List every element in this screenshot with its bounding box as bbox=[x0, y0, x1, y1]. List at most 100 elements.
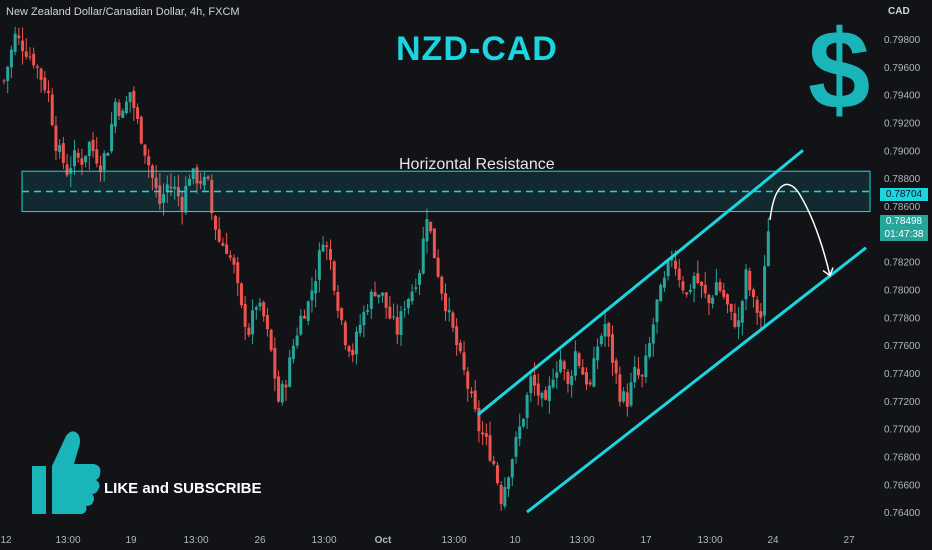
candle-body bbox=[577, 353, 581, 366]
candle-body bbox=[740, 301, 744, 323]
candle-body bbox=[247, 327, 251, 335]
candle-body bbox=[592, 358, 596, 387]
candle-body bbox=[484, 433, 488, 437]
x-tick-label: 13:00 bbox=[183, 535, 208, 546]
symbol-description: New Zealand Dollar/Canadian Dollar, 4h, … bbox=[6, 6, 240, 18]
countdown-tag: 01:47:38 bbox=[880, 228, 928, 241]
y-tick-label: 0.79000 bbox=[884, 146, 921, 157]
price-axis[interactable]: 0.79800 0.79600 0.79400 0.79200 0.79000 0.788… bbox=[884, 35, 921, 519]
candle-body bbox=[262, 302, 266, 317]
candle-body bbox=[685, 292, 689, 295]
candle-body bbox=[199, 181, 203, 184]
candle-body bbox=[236, 262, 240, 284]
candle-body bbox=[766, 231, 770, 267]
x-tick-label: 13:00 bbox=[55, 535, 80, 546]
candle-body bbox=[636, 368, 640, 376]
candle-body bbox=[414, 287, 418, 289]
candle-body bbox=[317, 250, 321, 280]
candle-body bbox=[700, 281, 704, 286]
candle-body bbox=[640, 375, 644, 377]
candle-body bbox=[373, 292, 377, 297]
candle-body bbox=[737, 320, 741, 327]
y-tick-label: 0.79200 bbox=[884, 119, 921, 130]
candle-body bbox=[729, 303, 733, 312]
candle-body bbox=[444, 293, 448, 312]
x-tick-label: 10 bbox=[509, 535, 521, 546]
candle-body bbox=[644, 355, 648, 378]
candle-body bbox=[328, 248, 332, 261]
y-tick-label: 0.77200 bbox=[884, 397, 921, 408]
channel-upper-line[interactable] bbox=[477, 149, 804, 416]
channel-lower-line[interactable] bbox=[526, 246, 867, 514]
candle-body bbox=[9, 49, 13, 68]
candle-body bbox=[418, 272, 422, 285]
y-tick-label: 0.78200 bbox=[884, 258, 921, 269]
candle-body bbox=[243, 304, 247, 327]
candle-body bbox=[603, 324, 607, 337]
candle-body bbox=[277, 376, 281, 402]
candle-body bbox=[217, 229, 221, 242]
candle-body bbox=[599, 335, 603, 345]
x-tick-label: 26 bbox=[254, 535, 266, 546]
candle-body bbox=[566, 371, 570, 385]
candle-body bbox=[180, 196, 184, 211]
candle-body bbox=[91, 139, 95, 152]
projection-arrow bbox=[769, 183, 831, 276]
candle-body bbox=[169, 186, 173, 189]
candle-body bbox=[136, 107, 140, 119]
candle-body bbox=[117, 102, 121, 116]
candle-body bbox=[507, 477, 511, 489]
candle-body bbox=[648, 343, 652, 357]
candle-body bbox=[58, 145, 62, 152]
candle-body bbox=[173, 186, 177, 189]
candle-body bbox=[358, 324, 362, 334]
candle-body bbox=[80, 158, 84, 165]
candle-body bbox=[288, 357, 292, 387]
candle-body bbox=[202, 176, 206, 186]
candle-body bbox=[581, 367, 585, 375]
candle-body bbox=[17, 35, 21, 39]
candle-body bbox=[692, 275, 696, 289]
candle-body bbox=[154, 177, 158, 188]
candle-body bbox=[147, 156, 151, 166]
candle-body bbox=[429, 221, 433, 232]
candle-body bbox=[718, 282, 722, 291]
candle-body bbox=[280, 383, 284, 403]
candle-body bbox=[332, 261, 336, 291]
candle-body bbox=[555, 372, 559, 378]
candle-body bbox=[35, 66, 39, 68]
candle-body bbox=[269, 329, 273, 351]
candle-body bbox=[325, 245, 329, 247]
x-tick-label: Oct bbox=[375, 535, 392, 546]
candle-body bbox=[618, 374, 622, 402]
candle-body bbox=[584, 372, 588, 385]
candle-body bbox=[696, 273, 700, 283]
candle-body bbox=[436, 257, 440, 277]
candle-body bbox=[369, 291, 373, 309]
candle-body bbox=[239, 283, 243, 306]
candle-body bbox=[455, 326, 459, 346]
candle-body bbox=[711, 297, 715, 304]
candle-body bbox=[310, 290, 314, 301]
candle-body bbox=[128, 92, 132, 103]
x-tick-label: 17 bbox=[640, 535, 652, 546]
candle-body bbox=[54, 125, 58, 151]
candle-body bbox=[733, 313, 737, 327]
candle-body bbox=[447, 309, 451, 313]
time-axis[interactable]: 12 13:00 19 13:00 26 13:00 Oct 13:00 10 13:00 17 13… bbox=[0, 535, 855, 546]
candle-body bbox=[39, 68, 43, 80]
x-tick-label: 27 bbox=[843, 535, 855, 546]
y-tick-label: 0.79800 bbox=[884, 35, 921, 46]
candle-body bbox=[84, 155, 88, 163]
candle-body bbox=[306, 301, 310, 321]
candle-body bbox=[451, 312, 455, 328]
x-tick-label: 12 bbox=[0, 535, 12, 546]
candle-body bbox=[725, 294, 729, 305]
candle-body bbox=[573, 351, 577, 376]
candle-body bbox=[544, 390, 548, 400]
candle-series bbox=[2, 26, 770, 511]
candle-body bbox=[343, 322, 347, 346]
y-tick-label: 0.76800 bbox=[884, 452, 921, 463]
candle-body bbox=[284, 384, 288, 388]
